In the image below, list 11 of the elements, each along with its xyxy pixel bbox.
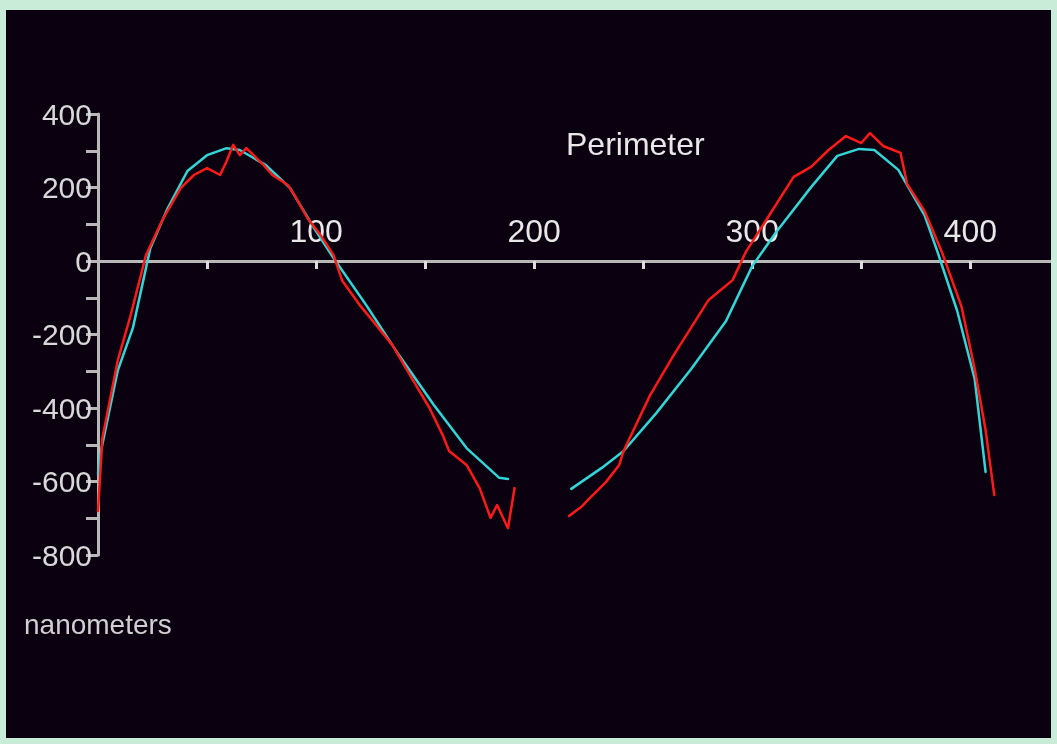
x-axis-title: Perimeter bbox=[566, 126, 706, 162]
y-tick-label: -400 bbox=[31, 391, 92, 425]
x-tick-label: 400 bbox=[943, 213, 998, 249]
x-tick-label: 200 bbox=[507, 213, 561, 249]
y-tick-label: 0 bbox=[75, 244, 92, 278]
y-tick-label: -200 bbox=[31, 318, 92, 351]
y-tick-label: 200 bbox=[41, 171, 92, 204]
y-tick-label: 400 bbox=[41, 97, 92, 131]
y-tick-label: -600 bbox=[31, 465, 92, 498]
y-tick-label: -800 bbox=[31, 538, 92, 572]
y-axis-title: nanometers bbox=[24, 608, 172, 640]
